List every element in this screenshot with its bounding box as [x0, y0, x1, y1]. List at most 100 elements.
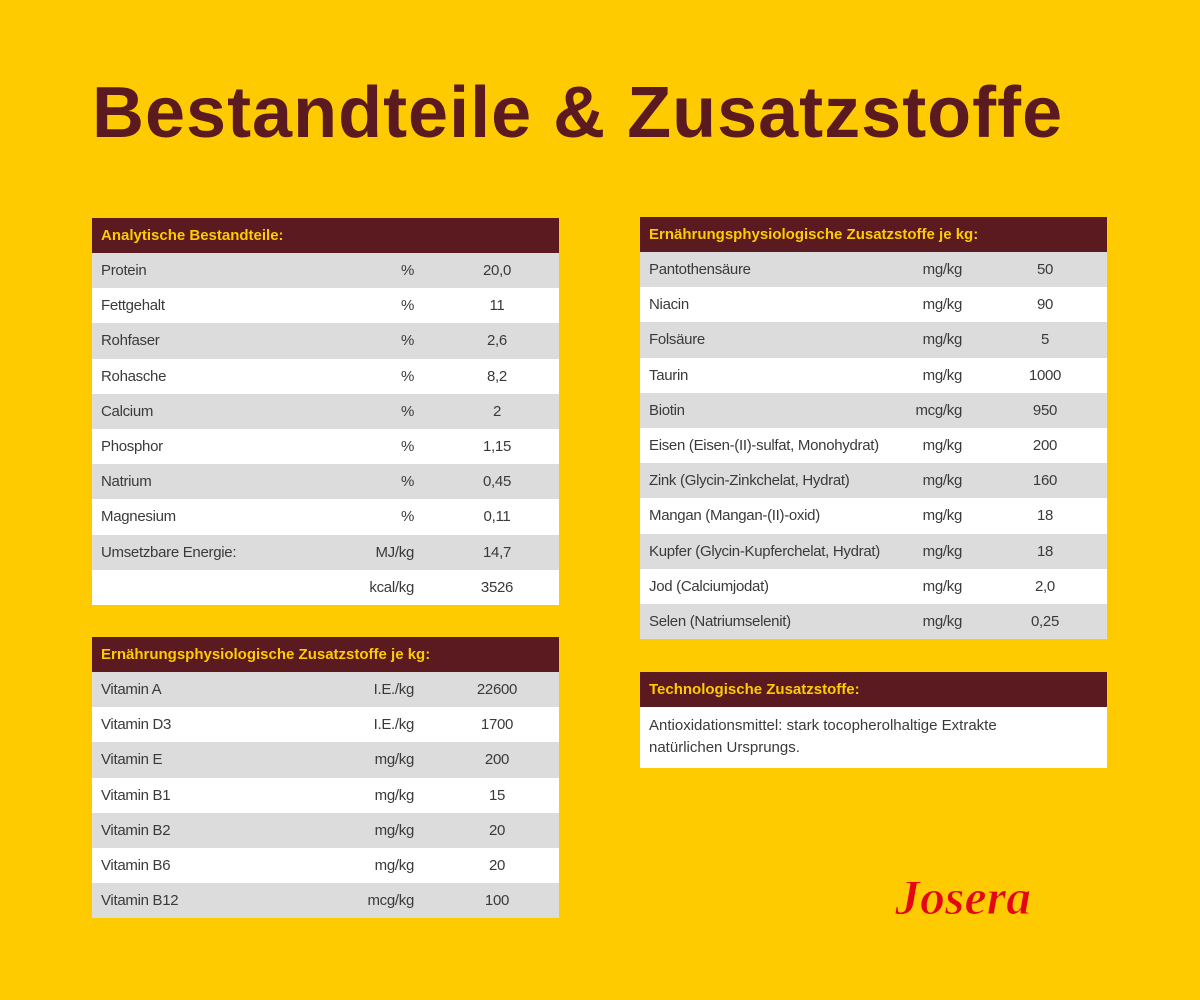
value: 20 [488, 856, 506, 874]
value: 2,0 [1035, 577, 1055, 595]
table-header: Analytische Bestandteile: [92, 218, 559, 253]
item-name: Protein [101, 262, 147, 279]
table-body: Vitamin A I.E./kg 22600 Vitamin D3 I.E./kg 17… [92, 672, 559, 919]
item-name: Zink (Glycin-Zinkchelat, Hydrat) [649, 472, 850, 490]
value: 0,11 [483, 508, 511, 526]
unit: % [400, 297, 414, 315]
table-row: Protein% 20,0 [92, 253, 559, 289]
unit: mcg/kg [915, 401, 962, 419]
table-row: Kupfer (Glycin-Kupferchelat, Hydrat) mg/k… [640, 533, 1107, 569]
unit: mcg/kg [367, 892, 414, 910]
table-row: Niacin mg/kg 90 [640, 287, 1107, 323]
logo: Josera [894, 869, 1032, 926]
item-name: Niacin [649, 296, 689, 314]
value: 2,6 [487, 332, 507, 350]
unit: % [400, 473, 414, 491]
table-row: Rohasche% 8,2 [92, 358, 559, 394]
item-name: Umsetzbare Energie: [101, 543, 237, 561]
unit: % [400, 367, 414, 385]
value: 200 [1032, 436, 1058, 454]
table-row: Jod (Calciumjodat) mg/kg 2,0 [640, 568, 1107, 604]
item-name: Calcium [101, 402, 154, 420]
item-name: Rohasche [101, 367, 167, 385]
unit: I.E./kg [373, 716, 415, 734]
table-row: Magnesium% 0,11 [92, 499, 559, 535]
item-name: Folsäure [649, 331, 705, 349]
unit: % [400, 508, 414, 526]
unit: mg/kg [922, 296, 963, 314]
value: 18 [1036, 507, 1054, 525]
value: 100 [484, 892, 510, 910]
unit: mg/kg [922, 542, 963, 560]
value: 3526 [480, 578, 514, 596]
item-name: Vitamin E [101, 751, 163, 769]
unit: mg/kg [374, 856, 415, 874]
unit: mg/kg [374, 786, 415, 804]
item-name: Taurin [649, 366, 689, 384]
item-name: Rohfaser [101, 332, 160, 350]
table-row: Natrium% 0,45 [92, 464, 559, 500]
item-name: Magnesium [101, 508, 176, 526]
item-name: Vitamin A [101, 681, 162, 698]
unit: mg/kg [922, 472, 963, 490]
unit: mg/kg [922, 366, 963, 384]
title: Bestandteile & Zusatzstoffe [92, 73, 1064, 153]
unit: % [400, 262, 414, 279]
unit: mg/kg [922, 577, 963, 595]
table-row: Mangan (Mangan-(II)-oxid) mg/kg 18 [640, 498, 1107, 534]
value: 1700 [480, 716, 514, 734]
table-body: Pantothensäure mg/kg 50 Niacin mg/kg 90 Folsäu… [640, 252, 1107, 640]
item-name: Eisen (Eisen-(II)-sulfat, Monohydrat) [649, 436, 879, 454]
unit: mg/kg [922, 507, 963, 525]
item-name: Fettgehalt [101, 297, 165, 315]
value: 50 [1036, 261, 1054, 278]
value: 0,25 [1031, 612, 1059, 630]
unit: I.E./kg [373, 681, 415, 698]
table-row: Vitamin B2 mg/kg 20 [92, 812, 559, 848]
table: Ernährungsphysiologische Zusatzstoffe je… [92, 637, 559, 919]
item-name: Phosphor [101, 437, 163, 455]
table-row: Rohfaser% 2,6 [92, 323, 559, 359]
table-row: Vitamin E mg/kg 200 [92, 742, 559, 778]
value: 1,15 [483, 437, 511, 455]
table-row: Biotin mcg/kg 950 [640, 392, 1107, 428]
value: 950 [1032, 401, 1058, 419]
unit: mg/kg [374, 821, 415, 839]
table-row: Taurin mg/kg 1000 [640, 357, 1107, 393]
table-row: Vitamin D3 I.E./kg 1700 [92, 707, 559, 743]
unit: mg/kg [374, 751, 415, 769]
item-name: Vitamin B2 [101, 821, 171, 839]
table-row: Vitamin A I.E./kg 22600 [92, 672, 559, 708]
unit: mg/kg [922, 261, 963, 278]
value: 8,2 [487, 367, 507, 385]
table-row: Umsetzbare Energie: MJ/kg 14,7 [92, 534, 559, 570]
unit: mg/kg [922, 331, 963, 349]
table-header: Technologische Zusatzstoffe: [640, 672, 1107, 707]
table-row: Fettgehalt% 11 [92, 288, 559, 324]
value: 1000 [1028, 366, 1062, 384]
table-row: Pantothensäure mg/kg 50 [640, 252, 1107, 288]
item-name: Vitamin B12 [101, 892, 179, 910]
item-name: Vitamin D3 [101, 716, 172, 734]
item-name: Natrium [101, 473, 152, 491]
value: 22600 [476, 681, 518, 698]
unit: % [400, 437, 414, 455]
item-name: Biotin [649, 401, 685, 419]
value: 11 [489, 297, 505, 315]
value: 14,7 [483, 543, 511, 561]
table-row: Selen (Natriumselenit) mg/kg 0,25 [640, 603, 1107, 640]
table-header: Ernährungsphysiologische Zusatzstoffe je… [640, 217, 1107, 252]
value: 0,45 [483, 473, 511, 491]
value: 2 [492, 402, 502, 420]
table-row: Phosphor% 1,15 [92, 428, 559, 465]
unit: kcal/kg [369, 578, 414, 596]
value: 90 [1036, 296, 1054, 314]
table-row: Calcium% 2 [92, 393, 559, 429]
unit: MJ/kg [375, 543, 414, 561]
item-name: Vitamin B1 [101, 786, 171, 804]
table-body: Protein% 20,0 Fettgehalt% 11 Rohfaser% 2,6 Roh… [92, 253, 559, 605]
table-row: Folsäure mg/kg 5 [640, 322, 1107, 358]
item-name: Jod (Calciumjodat) [649, 577, 769, 595]
tech-text: Antioxidationsmittel: stark tocopherolha… [640, 707, 1080, 768]
